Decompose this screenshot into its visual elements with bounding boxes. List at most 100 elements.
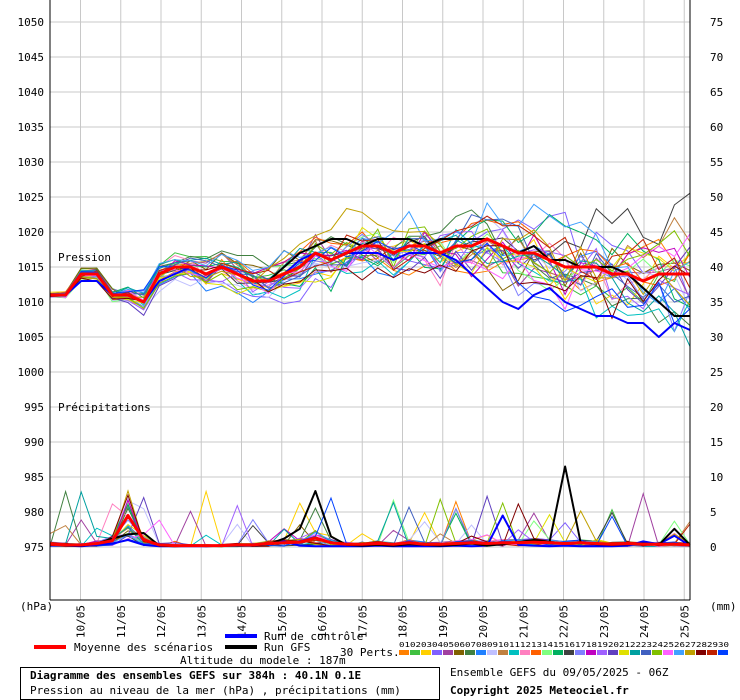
left-tick-label: 1040 <box>18 86 45 99</box>
x-tick-label: 25/05 <box>678 605 691 638</box>
main-series-lines <box>49 237 691 548</box>
legend-perts-numbers: 0102030405060708091011121314151617181920… <box>399 640 729 649</box>
pert-swatch <box>718 650 728 655</box>
right-tick-label: 55 <box>710 156 723 169</box>
x-tick-label: 14/05 <box>236 605 249 638</box>
left-tick-label: 1045 <box>18 51 45 64</box>
pert-swatch <box>685 650 695 655</box>
pert-swatch <box>575 650 585 655</box>
footer-title-box <box>20 667 440 700</box>
x-tick-label: 20/05 <box>477 605 490 638</box>
left-tick-label: 1020 <box>18 226 45 239</box>
x-tick-label: 17/05 <box>356 605 369 638</box>
x-tick-label: 15/05 <box>276 605 289 638</box>
x-tick-label: 22/05 <box>558 605 571 638</box>
plot-area <box>50 0 690 600</box>
left-tick-label: 1030 <box>18 156 45 169</box>
legend-control-label: Run de contrôle <box>264 630 363 643</box>
pert-swatch <box>619 650 629 655</box>
left-tick-label: 1025 <box>18 191 45 204</box>
left-tick-label: 1015 <box>18 261 45 274</box>
left-tick-label: 990 <box>24 436 44 449</box>
right-unit-label: (mm) <box>710 600 737 613</box>
right-tick-label: 45 <box>710 226 723 239</box>
altitude-label: Altitude du modele : 187m <box>180 654 346 667</box>
pert-swatch <box>465 650 475 655</box>
left-tick-label: 985 <box>24 471 44 484</box>
pert-swatch <box>487 650 497 655</box>
pert-swatch <box>608 650 618 655</box>
pert-swatch <box>674 650 684 655</box>
pert-swatch <box>531 650 541 655</box>
x-tick-label: 21/05 <box>517 605 530 638</box>
left-tick-label: 1000 <box>18 366 45 379</box>
left-axis-ticks: 1050 1045 1040 1035 1030 1025 1020 1015 1010 1005… <box>18 16 45 554</box>
legend-gfs-label: Run GFS <box>264 641 310 654</box>
pert-swatch <box>597 650 607 655</box>
pert-swatch <box>520 650 530 655</box>
run-info: Ensemble GEFS du 09/05/2025 - 06Z <box>450 666 669 679</box>
pert-swatch <box>553 650 563 655</box>
x-tick-label: 23/05 <box>598 605 611 638</box>
pressure-label: Pression <box>58 251 111 264</box>
left-tick-label: 980 <box>24 506 44 519</box>
pert-swatch <box>432 650 442 655</box>
right-tick-label: 5 <box>710 506 717 519</box>
pressure-series-line <box>50 237 690 304</box>
pert-swatch <box>421 650 431 655</box>
left-tick-label: 1035 <box>18 121 45 134</box>
right-tick-label: 25 <box>710 366 723 379</box>
footer-subtitle: Pression au niveau de la mer (hPa) , pré… <box>30 684 401 697</box>
legend-perts-swatches <box>399 650 728 655</box>
pert-swatch <box>630 650 640 655</box>
x-tick-label: 11/05 <box>115 605 128 638</box>
right-tick-label: 50 <box>710 191 723 204</box>
x-tick-label: 13/05 <box>195 605 208 638</box>
right-tick-label: 65 <box>710 86 723 99</box>
right-tick-label: 75 <box>710 16 723 29</box>
right-tick-label: 30 <box>710 331 723 344</box>
legend-perts-label: 30 Perts. <box>340 646 400 659</box>
pert-swatch <box>454 650 464 655</box>
left-unit-label: (hPa) <box>20 600 53 613</box>
left-tick-label: 975 <box>24 541 44 554</box>
x-tick-label: 10/05 <box>75 605 88 638</box>
right-tick-label: 70 <box>710 51 723 64</box>
pert-swatch <box>564 650 574 655</box>
left-tick-label: 1005 <box>18 331 45 344</box>
right-tick-label: 15 <box>710 436 723 449</box>
x-tick-label: 19/05 <box>437 605 450 638</box>
pert-swatch <box>663 650 673 655</box>
right-tick-label: 40 <box>710 261 723 274</box>
pert-swatch <box>410 650 420 655</box>
right-tick-label: 60 <box>710 121 723 134</box>
grid <box>50 0 690 600</box>
copyright: Copyright 2025 Meteociel.fr <box>450 684 629 697</box>
left-tick-label: 995 <box>24 401 44 414</box>
pert-swatch <box>498 650 508 655</box>
pert-swatch <box>707 650 717 655</box>
x-axis-ticks: 10/05 11/05 12/05 13/05 14/05 15/05 16/05 17/05… <box>75 605 692 638</box>
pert-swatch <box>399 650 409 655</box>
pert-swatch <box>641 650 651 655</box>
x-tick-label: 18/05 <box>397 605 410 638</box>
right-tick-label: 0 <box>710 541 717 554</box>
precip-label: Précipitations <box>58 401 151 414</box>
pert-swatch <box>443 650 453 655</box>
left-tick-label: 1010 <box>18 296 45 309</box>
pressure-series-line <box>50 252 691 338</box>
left-tick-label: 1050 <box>18 16 45 29</box>
pert-swatch <box>696 650 706 655</box>
x-tick-label: 12/05 <box>155 605 168 638</box>
right-tick-label: 10 <box>710 471 723 484</box>
right-tick-label: 35 <box>710 296 723 309</box>
pert-swatch <box>476 650 486 655</box>
right-tick-label: 20 <box>710 401 723 414</box>
x-tick-label: 16/05 <box>316 605 329 638</box>
legend-mean-label: Moyenne des scénarios <box>74 641 213 654</box>
x-tick-label: 24/05 <box>638 605 651 638</box>
footer-title: Diagramme des ensembles GEFS sur 384h : … <box>30 669 362 682</box>
pert-swatch <box>586 650 596 655</box>
